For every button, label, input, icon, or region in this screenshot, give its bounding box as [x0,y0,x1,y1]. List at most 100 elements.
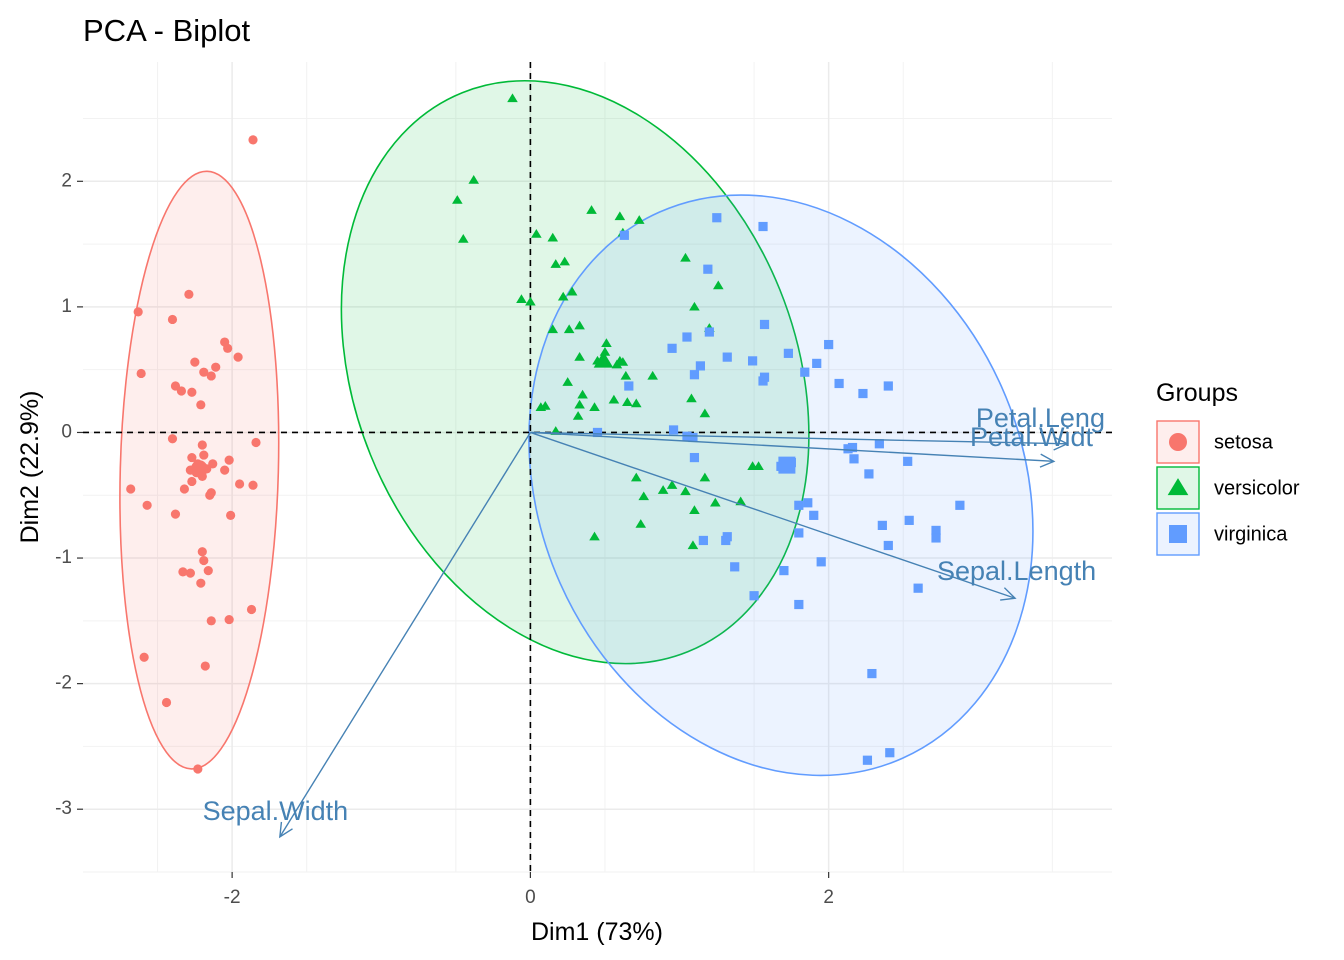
arrow-Sepal.Length [530,431,1016,599]
data-point-virginica [864,469,874,479]
data-point-virginica [682,332,692,342]
arrowhead-Petal.Width [1053,436,1069,451]
reference-lines [83,62,1112,872]
data-point-versicolor [452,195,463,204]
data-point-setosa [133,307,143,317]
y-tick-label: 2 [61,170,72,191]
data-point-virginica [619,230,629,240]
legend-key-versicolor [1156,466,1200,510]
data-point-setosa [234,479,245,489]
data-point-setosa [167,434,178,444]
arrowhead-Sepal.Width [279,821,293,839]
data-point-versicolor [614,355,626,365]
data-point-versicolor [601,338,612,347]
arrowhead-Sepal.Length [1000,587,1017,601]
data-point-virginica [722,532,732,542]
data-point-virginica [931,525,941,536]
data-point-virginica [913,583,923,593]
data-point-setosa [190,357,200,367]
data-point-versicolor [689,505,700,514]
data-point-virginica [704,327,714,337]
variable-label-Petal.Width: Petal.Widt [970,422,1094,452]
x-tick-label: 2 [823,887,834,908]
data-point-versicolor [547,232,559,242]
data-point-setosa [167,314,178,325]
data-point-virginica [794,500,804,510]
data-point-versicolor [633,215,645,224]
data-point-versicolor [577,389,588,399]
data-point-versicolor [608,394,620,404]
data-point-setosa [203,566,213,576]
y-tick-label: 0 [61,421,72,442]
data-point-virginica [867,668,877,679]
data-point-virginica [688,432,698,443]
data-point-setosa [199,367,209,377]
data-point-versicolor [635,519,647,528]
data-point-versicolor [547,324,559,334]
data-point-versicolor [468,174,480,184]
data-point-setosa [187,387,197,397]
data-point-versicolor [516,294,527,304]
data-point-setosa [178,567,188,577]
data-point-setosa [184,289,194,299]
data-point-versicolor [550,259,562,268]
y-axis-title: Dim2 (22.9%) [16,391,44,544]
data-point-setosa [224,455,234,465]
data-point-virginica [904,515,914,525]
data-point-setosa [220,337,230,347]
data-point-virginica [689,370,700,380]
data-point-virginica [849,454,859,464]
centroid-versicolor [593,351,614,368]
y-tick-label: -2 [55,673,72,694]
axis-ticks: -2 0 2 -3 -2 -1 0 1 2 [55,170,834,908]
arrow-Petal.Length [530,431,1054,463]
data-point-virginica [794,599,804,610]
data-point-setosa [206,371,216,381]
data-point-virginica [794,528,804,538]
data-point-setosa [220,465,230,475]
data-point-versicolor [638,491,650,501]
variable-label-Sepal.Width: Sepal.Width [203,796,349,826]
data-point-setosa [161,697,172,708]
data-point-versicolor [622,397,633,406]
ellipse-versicolor [340,79,810,665]
data-point-virginica [695,361,705,371]
data-point-versicolor [586,205,597,214]
gridlines [83,62,1112,873]
data-point-setosa [136,368,146,379]
confidence-ellipses [119,79,1034,777]
data-point-virginica [834,378,844,389]
data-point-virginica [758,221,768,232]
data-point-versicolor [557,291,569,301]
data-point-virginica [931,533,941,543]
data-point-versicolor [574,399,585,409]
data-point-versicolor [680,486,691,496]
data-point-setosa [196,578,206,588]
data-point-setosa [246,604,257,615]
arrowhead-Petal.Length [1039,453,1056,468]
data-point-versicolor [525,296,536,306]
data-point-versicolor [559,256,570,266]
data-point-virginica [816,557,826,567]
data-point-virginica [667,343,677,353]
data-point-virginica [800,367,810,377]
data-point-setosa [200,661,210,671]
data-point-setosa [197,547,207,557]
y-tick-label: -3 [55,798,72,819]
data-point-virginica [749,591,759,601]
legend-symbol-virginica [1169,525,1187,543]
data-point-versicolor [589,531,600,541]
data-point-setosa [199,450,209,460]
data-point-versicolor [686,393,697,403]
data-point-setosa [251,437,261,448]
legend: Groups setosa versicolor virginica [1156,379,1300,556]
data-point-setosa [224,614,234,625]
data-point-virginica [703,264,713,274]
data-point-versicolor [614,211,626,221]
data-point-versicolor [507,93,518,103]
data-point-virginica [812,358,822,368]
legend-symbol-setosa [1169,433,1187,451]
data-point-virginica [885,748,895,758]
data-point-virginica [668,425,679,435]
